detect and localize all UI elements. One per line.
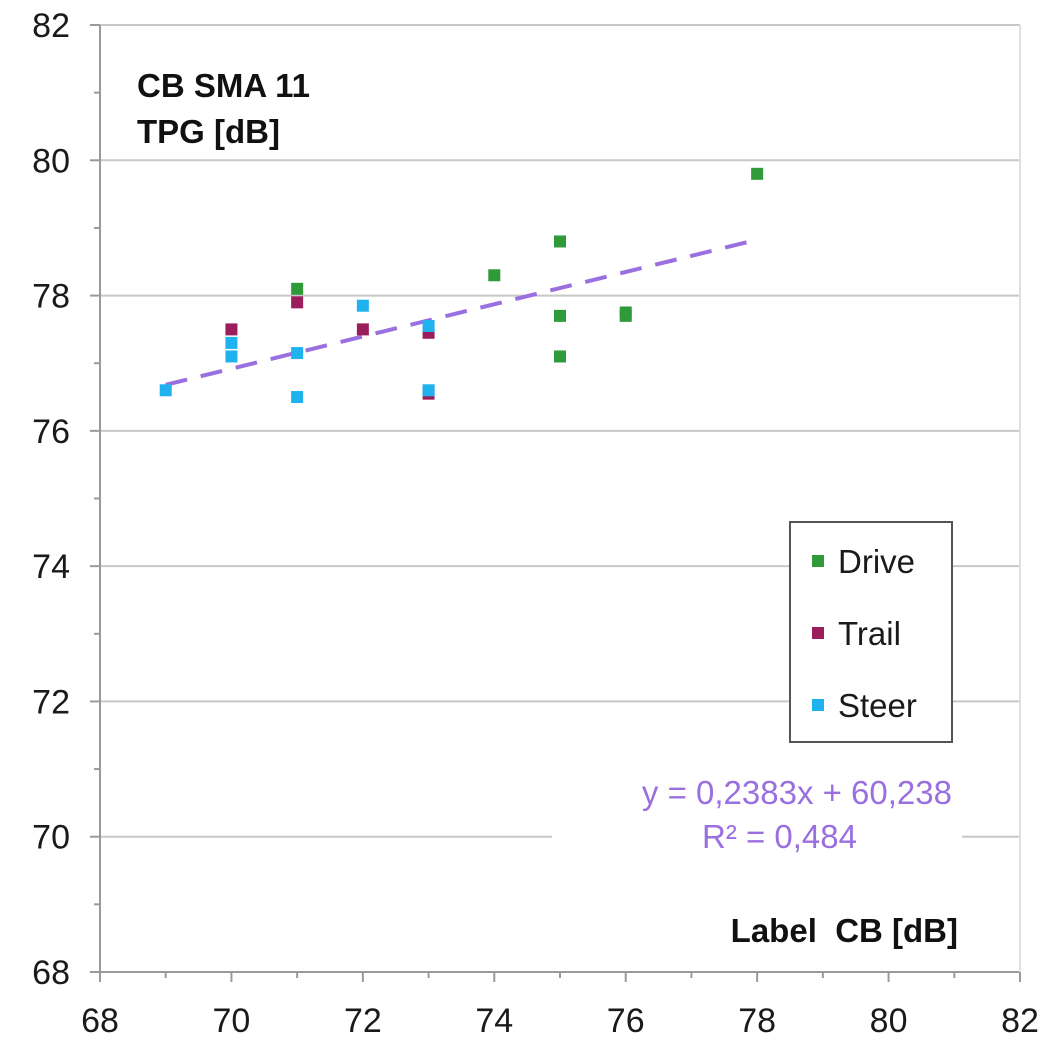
x-tick-label: 80 <box>870 1002 908 1039</box>
x-tick-label: 76 <box>607 1002 645 1039</box>
trendline-equation: y = 0,2383x + 60,238 <box>642 774 952 811</box>
chart-title-line-1: CB SMA 11 <box>137 67 310 104</box>
legend-label-steer: Steer <box>838 687 917 724</box>
point-trail <box>291 296 304 309</box>
legend: Drive Trail Steer <box>789 521 953 743</box>
x-tick-label: 70 <box>213 1002 251 1039</box>
point-drive <box>554 235 566 248</box>
legend-label-drive: Drive <box>838 543 915 580</box>
point-steer <box>422 384 435 397</box>
chart-title: CB SMA 11 TPG [dB] <box>137 67 310 150</box>
legend-swatch-trail <box>812 627 824 639</box>
trendline-group <box>165 237 758 387</box>
y-tick-label: 82 <box>32 7 70 45</box>
chart-title-line-2: TPG [dB] <box>137 113 280 150</box>
point-drive <box>488 269 501 282</box>
point-steer <box>159 384 172 397</box>
x-tick-label: 68 <box>81 1002 119 1039</box>
legend-swatch-steer <box>812 699 824 711</box>
point-drive <box>291 282 304 295</box>
trendline-label: y = 0,2383x + 60,238 R² = 0,484 <box>552 768 962 860</box>
legend-label-trail: Trail <box>838 615 901 652</box>
point-steer <box>422 320 435 333</box>
trendline-label-background <box>552 768 962 860</box>
y-tick-label: 70 <box>32 819 70 857</box>
x-tick-label: 82 <box>1001 1002 1039 1039</box>
trendline <box>165 237 758 387</box>
y-tick-label: 72 <box>32 683 70 721</box>
point-steer <box>225 350 238 363</box>
point-trail <box>356 323 369 336</box>
point-drive <box>554 350 566 363</box>
tick-labels: 68 70 72 74 76 78 80 82 68 70 72 74 76 78 80 82 <box>32 7 1039 1039</box>
y-tick-label: 78 <box>32 278 70 316</box>
trendline-r-squared: R² = 0,484 <box>702 818 857 855</box>
point-steer <box>291 347 304 360</box>
x-tick-label: 78 <box>738 1002 776 1039</box>
grid-lines <box>100 24 1020 838</box>
x-axis-label: Label CB [dB] <box>731 912 958 949</box>
point-drive <box>554 309 566 322</box>
point-drive <box>619 309 632 322</box>
point-steer <box>291 391 304 404</box>
y-tick-label: 80 <box>32 142 70 180</box>
legend-swatch-drive <box>812 555 824 567</box>
point-steer <box>225 336 238 349</box>
axes <box>90 24 1021 982</box>
y-tick-label: 76 <box>32 413 70 451</box>
y-tick-label: 74 <box>32 548 70 586</box>
y-tick-label: 68 <box>32 954 70 992</box>
data-points <box>159 167 764 404</box>
point-steer <box>356 299 369 312</box>
x-tick-label: 74 <box>475 1002 513 1039</box>
point-trail <box>225 323 238 336</box>
x-tick-label: 72 <box>344 1002 382 1039</box>
point-drive <box>751 167 764 180</box>
